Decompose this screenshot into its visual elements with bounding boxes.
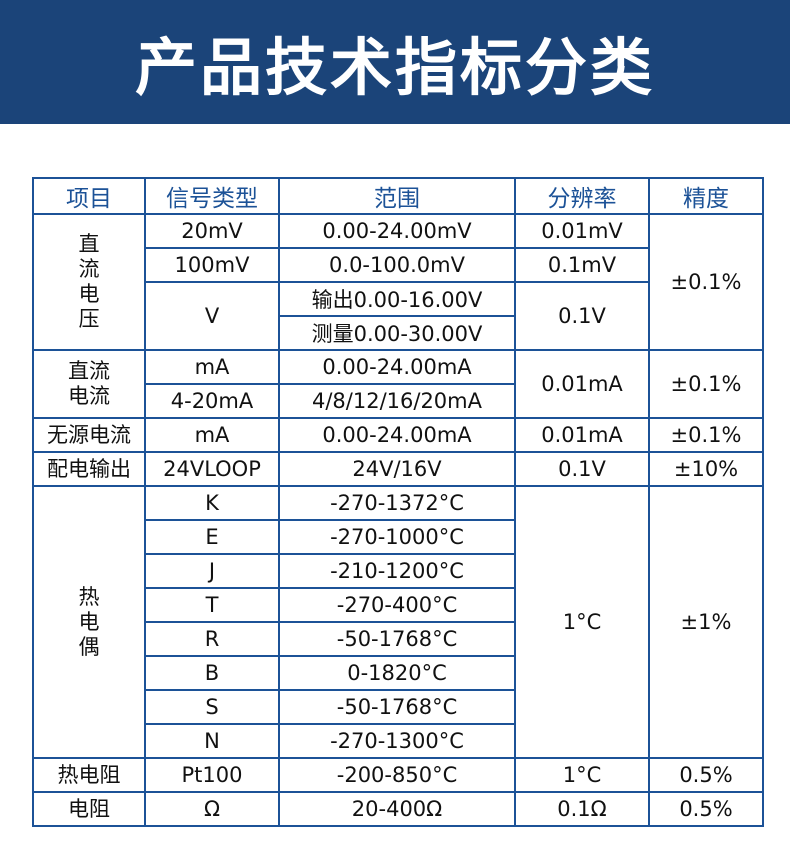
page-title: 产品技术指标分类 — [134, 31, 655, 104]
range-cell: 0.00-24.00mA — [278, 349, 516, 385]
range-cell: -270-1372°C — [278, 485, 516, 521]
range-cell: 0-1820°C — [278, 655, 516, 691]
category-char: 电 — [78, 609, 100, 634]
table-row: 电阻 Ω 20-400Ω 0.1Ω 0.5% — [32, 791, 764, 827]
signal-cell: T — [144, 587, 280, 623]
resolution-cell: 0.1V — [514, 281, 650, 351]
resolution-cell: 1°C — [514, 485, 650, 759]
signal-cell: R — [144, 621, 280, 657]
category-dc-current: 直流 电流 — [32, 349, 146, 419]
range-cell: 4/8/12/16/20mA — [278, 383, 516, 419]
signal-cell: 100mV — [144, 247, 280, 283]
range-cell: -270-1000°C — [278, 519, 516, 555]
category-power-output: 配电输出 — [32, 451, 146, 487]
range-cell: 0.0-100.0mV — [278, 247, 516, 283]
table-row: J -210-1200°C — [33, 553, 763, 589]
signal-cell: mA — [144, 417, 280, 453]
header-range: 范围 — [278, 177, 516, 215]
accuracy-cell: ±0.1% — [648, 417, 764, 453]
table-row: 热 电 偶 K -270-1372°C 1°C ±1% — [32, 485, 764, 759]
spec-table: 项目 信号类型 范围 分辨率 精度 直 流 电 压 20mV 0.00-24.0… — [32, 177, 764, 827]
accuracy-cell: ±0.1% — [648, 213, 764, 351]
header-resolution: 分辨率 — [514, 177, 650, 215]
range-cell: -200-850°C — [278, 757, 516, 793]
signal-cell: J — [144, 553, 280, 589]
range-cell: -270-1300°C — [278, 723, 516, 759]
resolution-cell: 0.01mV — [514, 213, 650, 249]
table-row: B 0-1820°C — [33, 655, 763, 691]
table-row: N -270-1300°C — [33, 723, 763, 759]
resolution-cell: 0.01mA — [514, 349, 650, 419]
signal-cell: K — [144, 485, 280, 521]
signal-cell: S — [144, 689, 280, 725]
range-cell: -50-1768°C — [278, 621, 516, 657]
accuracy-cell: 0.5% — [648, 757, 764, 793]
signal-cell: E — [144, 519, 280, 555]
category-dc-voltage: 直 流 电 压 — [32, 213, 146, 351]
accuracy-cell: ±10% — [648, 451, 764, 487]
category-rtd: 热电阻 — [32, 757, 146, 793]
table-row: 无源电流 mA 0.00-24.00mA 0.01mA ±0.1% — [32, 417, 764, 453]
table-row: 配电输出 24VLOOP 24V/16V 0.1V ±10% — [32, 451, 764, 487]
category-thermocouple: 热 电 偶 — [32, 485, 146, 759]
category-char: 偶 — [78, 634, 100, 659]
range-cell: 20-400Ω — [278, 791, 516, 827]
category-char: 热 — [78, 584, 100, 609]
accuracy-cell: ±0.1% — [648, 349, 764, 419]
range-cell: -270-400°C — [278, 587, 516, 623]
table-row: 直 流 电 压 20mV 0.00-24.00mV 0.01mV ±0.1% — [32, 213, 764, 351]
header-signal-type: 信号类型 — [144, 177, 280, 215]
table-row: 4-20mA 4/8/12/16/20mA — [33, 383, 763, 419]
table-row: 热电阻 Pt100 -200-850°C 1°C 0.5% — [32, 757, 764, 793]
category-char: 流 — [78, 257, 100, 281]
category-passive-current: 无源电流 — [32, 417, 146, 453]
range-cell: 测量0.00-30.00V — [278, 315, 516, 351]
accuracy-cell: 0.5% — [648, 791, 764, 827]
signal-cell: N — [144, 723, 280, 759]
signal-cell: 24VLOOP — [144, 451, 280, 487]
table-row: T -270-400°C — [33, 587, 763, 623]
resolution-cell: 0.1mV — [514, 247, 650, 283]
signal-cell: Pt100 — [144, 757, 280, 793]
range-cell: -50-1768°C — [278, 689, 516, 725]
signal-cell: B — [144, 655, 280, 691]
table-row: E -270-1000°C — [33, 519, 763, 555]
signal-cell: 4-20mA — [144, 383, 280, 419]
table-row: 测量0.00-30.00V — [33, 315, 763, 351]
category-line: 直流 — [68, 359, 110, 383]
table-row: 直流 电流 mA 0.00-24.00mA 0.01mA ±0.1% — [32, 349, 764, 419]
range-cell: 24V/16V — [278, 451, 516, 487]
category-char: 直 — [78, 232, 100, 256]
signal-cell: 20mV — [144, 213, 280, 249]
header-item: 项目 — [32, 177, 146, 215]
category-line: 电流 — [68, 384, 110, 408]
category-char: 压 — [78, 307, 100, 331]
signal-cell: mA — [144, 349, 280, 385]
category-resistance: 电阻 — [32, 791, 146, 827]
resolution-cell: 1°C — [514, 757, 650, 793]
accuracy-cell: ±1% — [648, 485, 764, 759]
header-row: 项目 信号类型 范围 分辨率 精度 — [32, 177, 764, 215]
header-accuracy: 精度 — [648, 177, 764, 215]
resolution-cell: 0.1Ω — [514, 791, 650, 827]
category-char: 电 — [78, 282, 100, 306]
table-row: V 输出0.00-16.00V 0.1V — [33, 281, 763, 351]
range-cell: 输出0.00-16.00V — [278, 281, 516, 317]
table-row: 100mV 0.0-100.0mV 0.1mV — [33, 247, 763, 283]
signal-cell: V — [144, 281, 280, 351]
table-row: S -50-1768°C — [33, 689, 763, 725]
resolution-cell: 0.1V — [514, 451, 650, 487]
range-cell: -210-1200°C — [278, 553, 516, 589]
resolution-cell: 0.01mA — [514, 417, 650, 453]
signal-cell: Ω — [144, 791, 280, 827]
range-cell: 0.00-24.00mV — [278, 213, 516, 249]
table-row: R -50-1768°C — [33, 621, 763, 657]
range-cell: 0.00-24.00mA — [278, 417, 516, 453]
title-banner: 产品技术指标分类 — [0, 0, 790, 124]
